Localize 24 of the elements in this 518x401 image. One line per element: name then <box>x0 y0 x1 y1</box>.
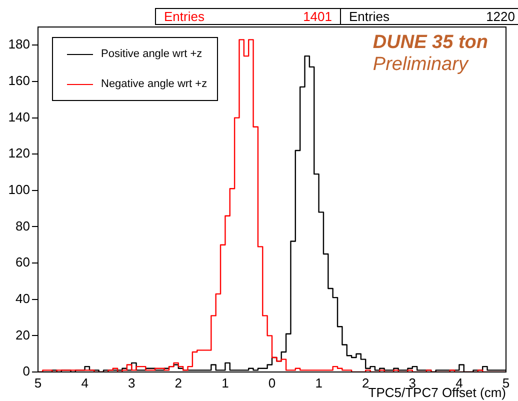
legend-label: Negative angle wrt +z <box>101 78 208 90</box>
annotation: DUNE 35 ton <box>372 32 488 54</box>
text: Entries 1220 <box>349 9 515 24</box>
y-tick-label: 160 <box>8 73 30 88</box>
text: Entries 1401 <box>164 9 332 24</box>
y-tick-label: 100 <box>8 182 30 197</box>
legend-label: Positive angle wrt +z <box>101 48 202 60</box>
x-tick-label: 4 <box>81 375 88 390</box>
x-tick-label: 2 <box>362 375 370 390</box>
x-tick-label: 1 <box>222 375 229 390</box>
y-tick-label: 140 <box>8 109 30 124</box>
annotation: Preliminary <box>372 54 470 76</box>
y-tick-label: 60 <box>16 254 30 270</box>
x-tick-label: 2 <box>174 375 182 390</box>
x-tick-label: 5 <box>34 375 42 390</box>
x-tick-label: 1 <box>315 375 322 390</box>
y-tick-label: 20 <box>16 327 30 342</box>
y-tick-label: 0 <box>22 364 30 379</box>
x-tick-label: 3 <box>128 375 136 390</box>
x-tick-label: 0 <box>268 375 276 390</box>
y-tick-label: 120 <box>8 146 30 161</box>
y-tick-label: 80 <box>16 218 30 234</box>
y-tick-label: 180 <box>8 36 30 52</box>
y-tick-label: 40 <box>16 290 30 306</box>
